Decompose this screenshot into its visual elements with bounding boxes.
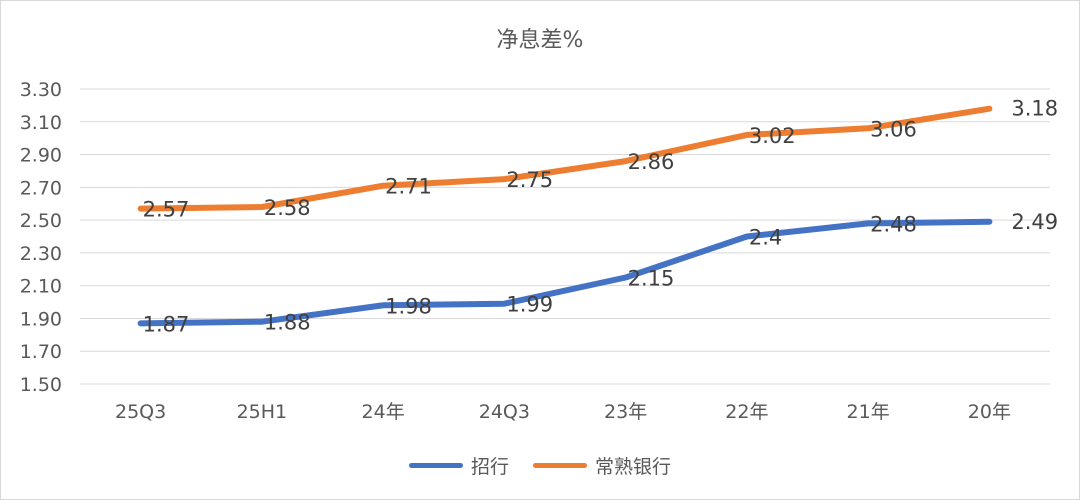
data-label: 1.88 (264, 311, 311, 335)
data-label: 1.87 (143, 312, 190, 336)
x-tick-label: 24Q3 (479, 401, 530, 423)
data-label: 2.57 (143, 198, 190, 222)
x-tick-label: 20年 (968, 401, 1011, 423)
y-tick-label: 2.30 (20, 243, 62, 265)
x-tick-label: 24年 (362, 401, 405, 423)
x-tick-label: 25H1 (237, 401, 288, 423)
y-tick-label: 2.90 (20, 145, 62, 167)
data-label: 2.49 (1011, 210, 1058, 234)
y-tick-label: 3.10 (20, 112, 62, 134)
y-tick-label: 3.30 (20, 79, 62, 101)
data-label: 1.99 (506, 293, 553, 317)
data-label: 3.06 (870, 117, 917, 141)
y-tick-label: 2.70 (20, 177, 62, 199)
legend-label-series-2: 常熟银行 (595, 456, 672, 478)
data-labels: 1.87 1.88 1.98 1.99 2.15 2.4 2.48 2.49 2.57 2.58 2… (143, 97, 1059, 337)
data-label: 2.75 (506, 168, 553, 192)
legend-label-series-1: 招行 (470, 456, 509, 478)
legend-swatch-series-1 (408, 463, 463, 468)
y-tick-label: 2.50 (20, 210, 62, 232)
legend: 招行 常熟银行 (0, 452, 1080, 479)
y-tick-label: 2.10 (20, 276, 62, 298)
y-axis: 3.30 3.10 2.90 2.70 2.50 2.30 2.10 1.90 1.70 1.50 (20, 79, 62, 396)
legend-swatch-series-2 (533, 463, 587, 468)
gridlines (80, 88, 1050, 385)
chart-title: 净息差% (496, 28, 584, 53)
y-tick-label: 1.70 (20, 341, 62, 363)
data-label: 2.15 (628, 266, 675, 290)
x-tick-label: 22年 (725, 401, 768, 423)
series-lines (137, 105, 993, 327)
series-line-1 (137, 218, 993, 327)
x-tick-label: 25Q3 (115, 401, 166, 423)
data-label: 2.86 (628, 150, 675, 174)
x-axis: 25Q3 25H1 24年 24Q3 23年 22年 21年 20年 (115, 401, 1011, 423)
data-label: 3.02 (749, 124, 796, 148)
legend-item-series-1: 招行 (408, 452, 509, 479)
data-label: 2.4 (749, 226, 782, 250)
y-tick-label: 1.90 (20, 308, 62, 330)
x-tick-label: 21年 (847, 401, 890, 423)
x-tick-label: 23年 (604, 401, 647, 423)
data-label: 3.18 (1011, 97, 1058, 121)
data-label: 2.58 (264, 196, 311, 220)
y-tick-label: 1.50 (20, 374, 62, 396)
data-label: 1.98 (385, 294, 432, 318)
legend-item-series-2: 常熟银行 (533, 452, 671, 479)
data-label: 2.71 (385, 175, 432, 199)
data-label: 2.48 (870, 212, 917, 236)
series-line-2 (137, 105, 993, 212)
